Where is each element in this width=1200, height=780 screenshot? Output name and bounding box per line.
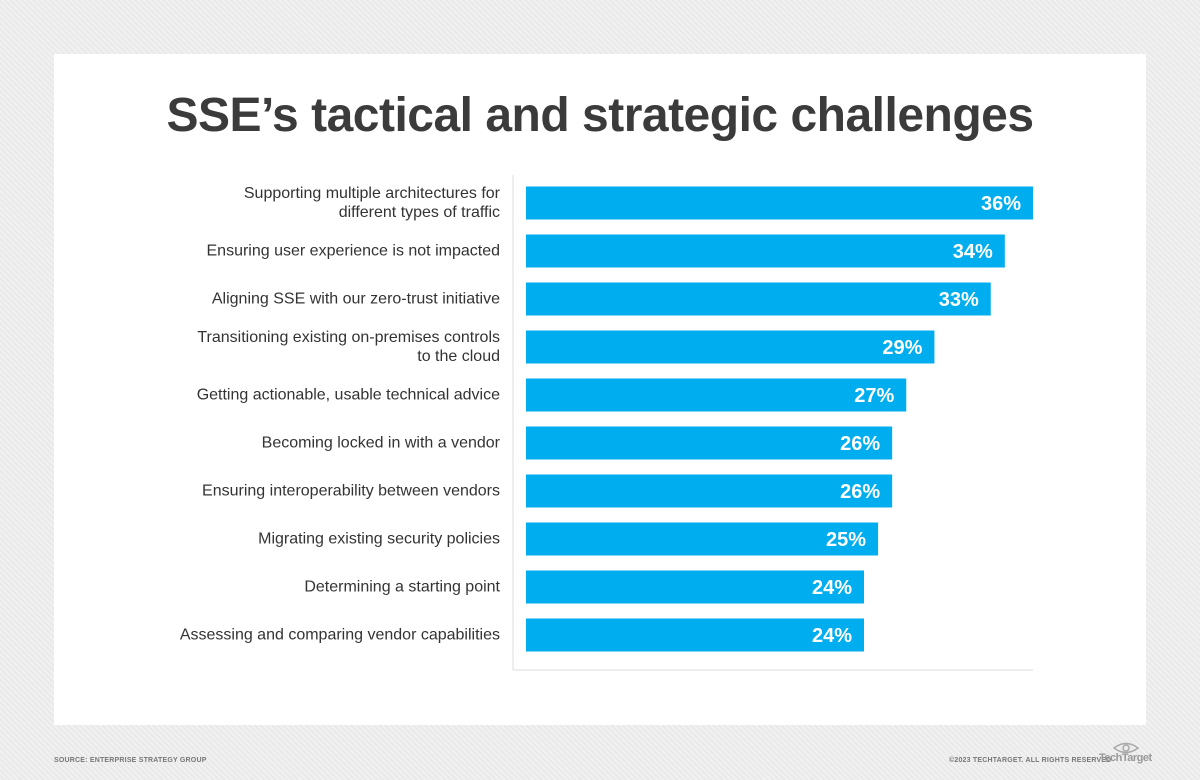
value-label: 26% [840,481,880,503]
bar [526,282,991,316]
category-label: Becoming locked in with a vendor [261,434,500,452]
value-label: 29% [882,337,922,359]
value-label: 24% [812,625,852,647]
bar [526,234,1005,268]
value-label: 33% [939,289,979,311]
bar [526,330,935,364]
logo: TechTarget [1099,752,1152,764]
source: SOURCE: ENTERPRISE STRATEGY GROUP [54,757,207,764]
category-label: Transitioning existing on-premises contr… [197,329,500,365]
value-label: 26% [840,433,880,455]
category-label: Ensuring user experience is not impacted [206,242,501,260]
value-label: 34% [953,241,993,263]
value-label: 24% [812,577,852,599]
bar [526,618,864,652]
chart-title: SSE’s tactical and strategic challenges [166,89,1034,142]
category-label: Assessing and comparing vendor capabilit… [179,626,500,644]
bar [526,474,893,508]
value-label: 25% [826,529,866,551]
logo-icon [1112,742,1140,754]
category-label: Getting actionable, usable technical adv… [196,386,500,404]
value-label: 36% [981,193,1021,215]
bar [526,186,1033,220]
bar [526,522,879,556]
bar [526,378,907,412]
copyright: ©2023 TECHTARGET. ALL RIGHTS RESERVED [949,757,1112,764]
value-label: 27% [854,385,894,407]
bar [526,426,893,460]
category-label: Supporting multiple architectures for di… [243,185,500,221]
category-label: Determining a starting point [304,578,500,596]
category-label: Ensuring interoperability between vendor… [202,482,500,500]
category-label: Migrating existing security policies [258,530,500,548]
category-label: Aligning SSE with our zero-trust initiat… [211,290,500,308]
bar [526,570,864,604]
